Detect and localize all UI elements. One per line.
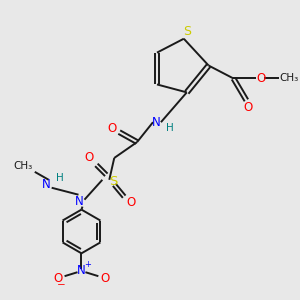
Text: O: O bbox=[101, 272, 110, 285]
Text: −: − bbox=[57, 280, 66, 290]
Text: S: S bbox=[183, 25, 191, 38]
Text: +: + bbox=[84, 260, 91, 269]
Text: H: H bbox=[56, 173, 64, 183]
Text: O: O bbox=[85, 152, 94, 164]
Text: CH₃: CH₃ bbox=[280, 74, 299, 83]
Text: N: N bbox=[152, 116, 160, 129]
Text: O: O bbox=[127, 196, 136, 209]
Text: N: N bbox=[75, 195, 84, 208]
Text: O: O bbox=[257, 72, 266, 85]
Text: O: O bbox=[244, 101, 253, 114]
Text: O: O bbox=[108, 122, 117, 135]
Text: N: N bbox=[42, 178, 51, 191]
Text: O: O bbox=[53, 272, 62, 285]
Text: CH₃: CH₃ bbox=[13, 161, 32, 171]
Text: N: N bbox=[77, 264, 86, 277]
Text: S: S bbox=[109, 175, 117, 188]
Text: H: H bbox=[166, 123, 174, 133]
